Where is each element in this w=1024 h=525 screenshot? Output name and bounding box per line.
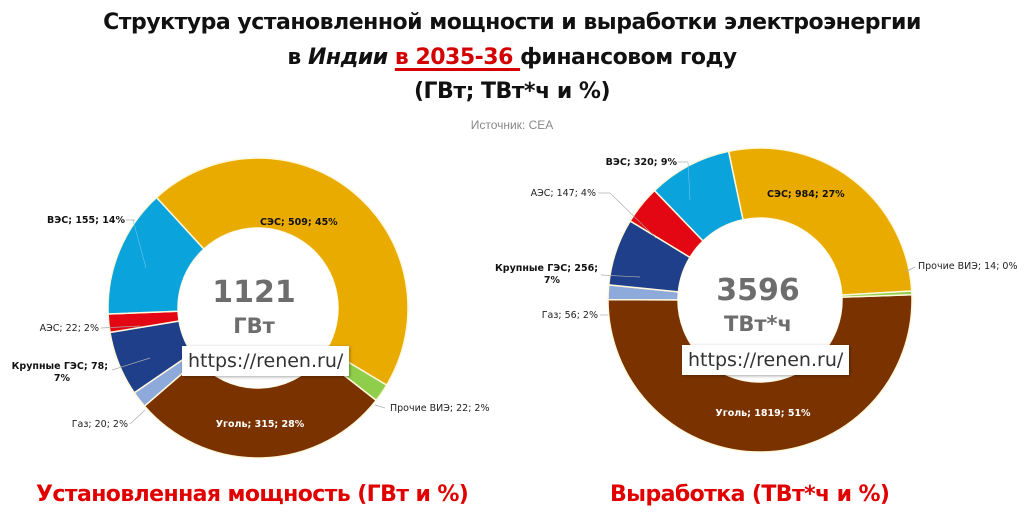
left-center-total: 1121: [212, 275, 296, 310]
label-left-hydro-pct: 7%: [54, 373, 71, 384]
chart-title-line-2: в Индии в 2035-36 финансовом году: [0, 45, 1024, 70]
label-right-hydro: Крупные ГЭС; 256;: [495, 263, 598, 274]
label-right-wind: ВЭС; 320; 9%: [606, 157, 678, 168]
left-center-unit: ГВт: [233, 314, 275, 338]
label-right-nuclear: АЭС; 147; 4%: [531, 188, 596, 199]
watermark-right: https://renen.ru/: [682, 345, 850, 375]
chart-title-line-1: Структура установленной мощности и выраб…: [103, 10, 921, 35]
title-country: Индии: [307, 45, 388, 70]
label-left-solar: СЭС; 509; 45%: [260, 217, 338, 228]
label-right-coal: Уголь; 1819; 51%: [715, 408, 811, 419]
right-data-labels: ВЭС; 320; 9% АЭС; 147; 4% СЭС; 984; 27% …: [495, 157, 1017, 419]
footer-right-caption: Выработка (ТВт*ч и %): [610, 482, 890, 507]
watermark-left: https://renen.ru/: [182, 346, 350, 376]
label-right-hydro-pct: 7%: [544, 275, 561, 286]
title-year: в 2035-36: [394, 45, 521, 70]
right-center-unit: ТВт*ч: [724, 312, 792, 336]
label-left-nuclear: АЭС; 22; 2%: [40, 323, 99, 334]
label-left-gas: Газ; 20; 2%: [72, 419, 128, 430]
left-data-labels: ВЭС; 155; 14% СЭС; 509; 45% АЭС; 22; 2% …: [12, 215, 490, 430]
label-left-coal: Уголь; 315; 28%: [216, 419, 305, 430]
title-prefix: в: [287, 45, 308, 70]
source-note: Источник: CEA: [470, 118, 554, 132]
label-right-other-re: Прочие ВИЭ; 14; 0%: [918, 261, 1018, 272]
donut-hole: [678, 218, 842, 382]
right-center-total: 3596: [716, 273, 800, 308]
generation-donut: [607, 147, 913, 453]
chart-title-units: (ГВт; ТВт*ч и %): [413, 79, 611, 104]
label-left-wind: ВЭС; 155; 14%: [47, 215, 125, 226]
footer-left-caption: Установленная мощность (ГВт и %): [36, 482, 469, 507]
label-right-solar: СЭС; 984; 27%: [767, 189, 845, 200]
title-suffix: финансовом году: [520, 45, 737, 70]
label-left-other-re: Прочие ВИЭ; 22; 2%: [390, 403, 490, 414]
label-left-hydro: Крупные ГЭС; 78;: [12, 361, 108, 372]
label-right-gas: Газ; 56; 2%: [542, 310, 598, 321]
